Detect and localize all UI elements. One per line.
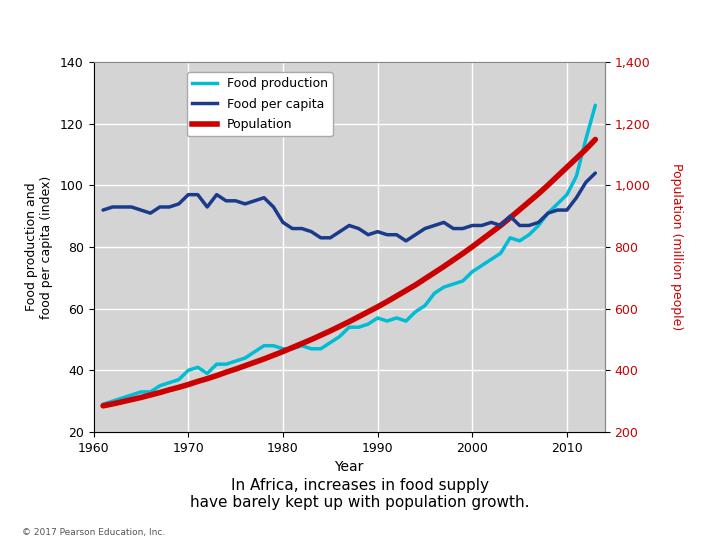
Text: © 2017 Pearson Education, Inc.: © 2017 Pearson Education, Inc. [22,528,165,537]
Text: In Africa, increases in food supply
have barely kept up with population growth.: In Africa, increases in food supply have… [190,478,530,510]
Y-axis label: Food production and
food per capita (index): Food production and food per capita (ind… [25,176,53,319]
Legend: Food production, Food per capita, Population: Food production, Food per capita, Popula… [186,72,333,136]
X-axis label: Year: Year [335,460,364,474]
Text: Population and Food in Africa: Population and Food in Africa [11,13,359,33]
Y-axis label: Population (million people): Population (million people) [670,164,683,330]
